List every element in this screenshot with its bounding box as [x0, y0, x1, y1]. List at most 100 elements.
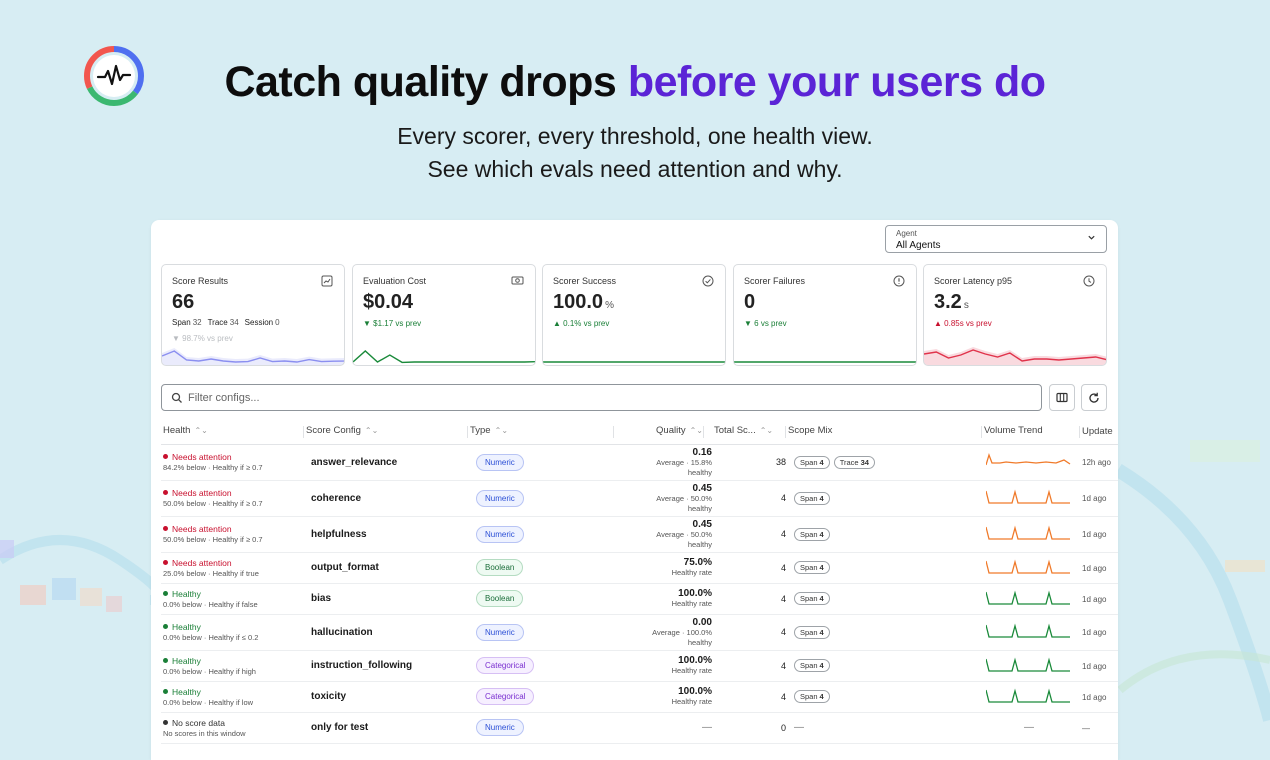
column-header-quality[interactable]: Quality ⌃⌄ — [614, 420, 712, 445]
scope-chip: Span 4 — [794, 690, 830, 703]
scope-chip-label: Span — [800, 457, 818, 467]
card-breakdown: Span 32 Trace 34 Session 0 — [172, 318, 286, 327]
scope-chip-count: 4 — [819, 493, 824, 503]
health-status: Needs attention — [163, 488, 304, 498]
volume-trend-sparkline — [985, 657, 1070, 672]
type-badge: Numeric — [476, 719, 524, 736]
metric-card-scorer-failures[interactable]: Scorer Failures 0 ▼ 6 vs prev — [733, 264, 917, 366]
card-sparkline — [734, 361, 916, 363]
status-dot-icon — [163, 559, 168, 565]
table-row[interactable]: Needs attention 50.0% below · Healthy if… — [161, 480, 1118, 517]
quality-subtext: Healthy rate — [671, 697, 712, 706]
column-header-label: Update — [1082, 426, 1113, 438]
card-value: 100.0% — [553, 291, 614, 314]
updated-cell: 1d ago — [1080, 650, 1118, 682]
card-breakdown-count: 34 — [229, 318, 239, 327]
config-name[interactable]: toxicity — [311, 691, 347, 702]
column-header-health[interactable]: Health ⌃⌄ — [161, 420, 304, 445]
type-badge: Boolean — [476, 590, 524, 607]
table-row[interactable]: Healthy 0.0% below · Healthy if false bia… — [161, 583, 1118, 615]
metric-card-score-results[interactable]: Score Results 66 Span 32 Trace 34 Session 0 ▼ 98… — [161, 264, 345, 366]
column-header-total-sc[interactable]: Total Sc... ⌃⌄ — [712, 420, 786, 445]
quality-value: 100.0% — [678, 655, 712, 666]
metric-card-scorer-success[interactable]: Scorer Success 100.0% ▲ 0.1% vs prev — [542, 264, 726, 366]
card-breakdown-count: 0 — [275, 318, 280, 327]
refresh-button[interactable] — [1081, 384, 1107, 411]
table-row[interactable]: Healthy 0.0% below · Healthy if low toxic… — [161, 681, 1118, 713]
config-name[interactable]: bias — [311, 593, 332, 604]
health-status: Healthy — [163, 589, 304, 599]
total-scores-cell: 4 — [712, 583, 786, 615]
card-title: Scorer Failures — [744, 276, 806, 286]
health-cell: Healthy 0.0% below · Healthy if ≤ 0.2 — [161, 614, 304, 651]
volume-trend-cell — [982, 480, 1080, 517]
columns-button[interactable] — [1049, 384, 1075, 411]
trend-empty: — — [1024, 722, 1034, 733]
column-header-label: Volume Trend — [984, 425, 1043, 437]
config-name[interactable]: only for test — [311, 722, 369, 733]
volume-trend-cell — [982, 614, 1080, 651]
quality-cell: 100.0% Healthy rate — [614, 681, 712, 713]
config-name[interactable]: coherence — [311, 492, 362, 504]
updated-cell: 1d ago — [1080, 552, 1118, 584]
scope-chip-label: Span — [800, 661, 818, 670]
updated-value: 1d ago — [1082, 594, 1107, 604]
filter-input[interactable] — [188, 389, 988, 407]
total-scores-value: 4 — [780, 627, 786, 637]
volume-trend-line — [985, 559, 1070, 574]
column-divider — [467, 426, 468, 439]
volume-trend-cell — [982, 583, 1080, 615]
column-header-scope-mix[interactable]: Scope Mix — [786, 420, 982, 445]
column-divider — [785, 426, 786, 439]
config-name[interactable]: helpfulness — [311, 528, 367, 540]
table-row[interactable]: Needs attention 25.0% below · Healthy if… — [161, 552, 1118, 584]
scope-chip: Span 4 — [794, 659, 830, 672]
table-row[interactable]: Needs attention 50.0% below · Healthy if… — [161, 516, 1118, 553]
agent-select[interactable]: Agent All Agents — [885, 225, 1107, 253]
column-divider — [303, 426, 304, 439]
config-name[interactable]: hallucination — [311, 626, 373, 638]
config-cell: only for test — [304, 712, 468, 744]
column-header-update[interactable]: Update — [1080, 420, 1118, 445]
hero-subtitle: Every scorer, every threshold, one healt… — [0, 120, 1270, 186]
volume-trend-cell — [982, 681, 1080, 713]
health-detail: 0.0% below · Healthy if low — [163, 697, 254, 707]
card-value-unit: % — [605, 300, 614, 311]
health-status: No score data — [163, 718, 304, 728]
column-header-label: Score Config — [306, 425, 361, 437]
config-name[interactable]: output_format — [311, 562, 379, 573]
sparkline-line — [353, 350, 535, 364]
chevron-down-icon — [1087, 233, 1096, 245]
metric-card-scorer-latency-p95[interactable]: Scorer Latency p95 3.2 s ▲ 0.85s vs prev — [923, 264, 1107, 366]
refresh-icon — [1089, 392, 1099, 403]
health-cell: Needs attention 50.0% below · Healthy if… — [161, 480, 304, 517]
volume-trend-line — [985, 623, 1070, 638]
scope-chip-label: Span — [800, 627, 818, 637]
type-cell: Numeric — [468, 614, 614, 651]
sort-icon: ⌃⌄ — [364, 426, 379, 436]
scope-mix-cell: Span 4 — [786, 480, 982, 517]
metric-card-evaluation-cost[interactable]: Evaluation Cost $0.04 ▼ $1.17 vs prev — [352, 264, 536, 366]
volume-trend-sparkline — [985, 688, 1070, 703]
filter-box[interactable] — [161, 384, 1042, 411]
column-header-type[interactable]: Type ⌃⌄ — [468, 420, 614, 445]
type-badge: Numeric — [476, 623, 524, 641]
scope-chip-label: Span — [800, 493, 818, 503]
quality-value: 0.45 — [692, 482, 712, 494]
table-row[interactable]: No score data No scores in this window on… — [161, 712, 1118, 744]
card-breakdown-label: Trace — [207, 318, 228, 327]
config-name[interactable]: instruction_following — [311, 660, 413, 671]
volume-trend-line — [985, 489, 1070, 504]
total-scores-value: 38 — [775, 457, 786, 467]
card-value: $0.04 — [363, 291, 413, 314]
column-header-score-config[interactable]: Score Config ⌃⌄ — [304, 420, 468, 445]
column-header-label: Quality — [656, 425, 686, 437]
config-name[interactable]: answer_relevance — [311, 456, 398, 468]
table-row[interactable]: Needs attention 84.2% below · Healthy if… — [161, 444, 1118, 481]
table-row[interactable]: Healthy 0.0% below · Healthy if high inst… — [161, 650, 1118, 682]
updated-cell: 1d ago — [1080, 614, 1118, 651]
type-cell: Boolean — [468, 583, 614, 615]
card-delta: ▼ 6 vs prev — [744, 319, 787, 328]
column-header-volume-trend[interactable]: Volume Trend — [982, 420, 1080, 445]
table-row[interactable]: Healthy 0.0% below · Healthy if ≤ 0.2 hal… — [161, 614, 1118, 651]
